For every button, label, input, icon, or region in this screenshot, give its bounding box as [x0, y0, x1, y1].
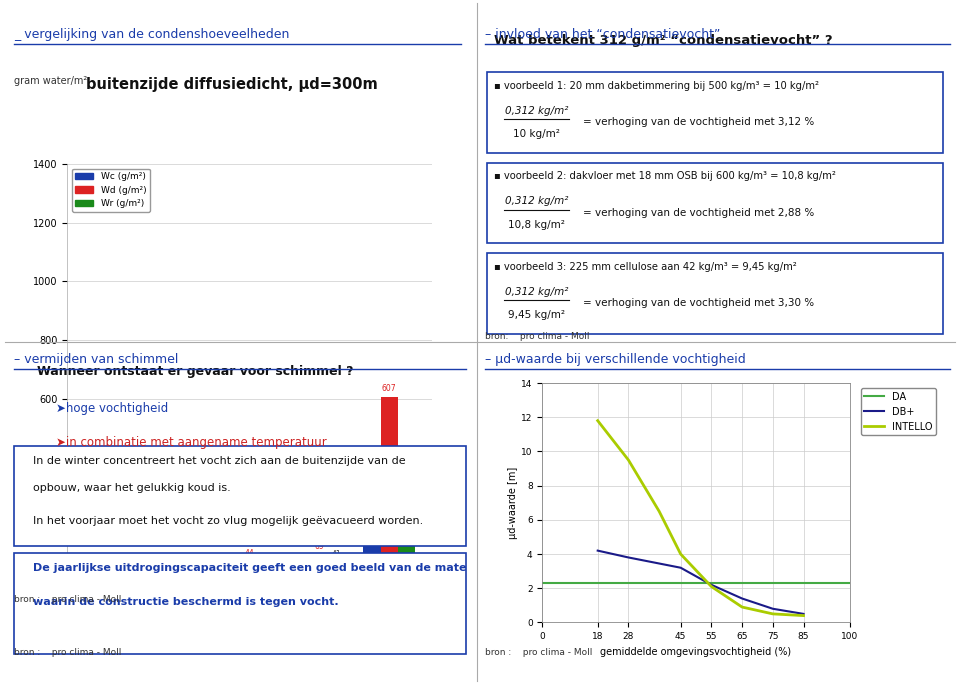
DB+: [736, 594, 748, 603]
Bar: [224, 570, 241, 575]
Text: In het voorjaar moet het vocht zo vlug mogelijk geëvacueerd worden.: In het voorjaar moet het vocht zo vlug m…: [33, 516, 423, 526]
Text: 41: 41: [332, 550, 342, 559]
Bar: [363, 483, 380, 575]
Text: 10: 10: [123, 559, 132, 568]
FancyBboxPatch shape: [487, 73, 944, 153]
Text: 9,45 kg/m²: 9,45 kg/m²: [508, 310, 564, 320]
Text: waarin de constructie beschermd is tegen vocht.: waarin de constructie beschermd is tegen…: [33, 596, 338, 607]
Text: ▪ voorbeeld 2: dakvloer met 18 mm OSB bij 600 kg/m³ = 10,8 kg/m²: ▪ voorbeeld 2: dakvloer met 18 mm OSB bi…: [494, 171, 836, 181]
DB+: [675, 564, 686, 572]
X-axis label: μd-waarde aan de binnenzijde: μd-waarde aan de binnenzijde: [171, 600, 328, 610]
Bar: [293, 566, 311, 575]
INTELLO: [736, 603, 748, 611]
Text: _ vergelijking van de condenshoeveelheden: _ vergelijking van de condenshoeveelhede…: [14, 28, 290, 41]
DA: [844, 579, 855, 587]
Text: 28: 28: [298, 554, 306, 563]
Text: In de winter concentreert het vocht zich aan de buitenzijde van de: In de winter concentreert het vocht zich…: [33, 456, 405, 466]
Bar: [101, 570, 119, 575]
Bar: [398, 488, 416, 575]
DA: [537, 579, 548, 587]
Bar: [171, 567, 188, 575]
Bar: [119, 572, 136, 575]
Text: – invloed van het “condensatievocht”: – invloed van het “condensatievocht”: [485, 28, 720, 41]
Text: 0,312 kg/m²: 0,312 kg/m²: [505, 196, 568, 207]
DB+: [592, 547, 604, 555]
Bar: [380, 397, 398, 575]
Text: 69: 69: [315, 542, 324, 551]
Text: = verhoging van de vochtigheid met 2,88 %: = verhoging van de vochtigheid met 2,88 …: [584, 208, 815, 218]
DB+: [706, 581, 717, 589]
Text: ➤in combinatie met aangename temperatuur: ➤in combinatie met aangename temperatuur: [56, 436, 326, 449]
DA: [592, 579, 604, 587]
Line: INTELLO: INTELLO: [598, 421, 804, 616]
Text: 312: 312: [365, 471, 379, 479]
Text: 44: 44: [245, 549, 254, 558]
DB+: [767, 605, 779, 613]
Text: 3: 3: [90, 561, 95, 570]
Text: De jaarlijkse uitdrogingscapaciteit geeft een goed beeld van de mate: De jaarlijkse uitdrogingscapaciteit geef…: [33, 563, 467, 573]
Text: 8: 8: [160, 560, 165, 568]
Text: 16: 16: [228, 557, 237, 566]
FancyBboxPatch shape: [487, 253, 944, 334]
FancyBboxPatch shape: [14, 446, 466, 547]
Bar: [241, 562, 258, 575]
INTELLO: [798, 611, 809, 620]
Bar: [311, 554, 328, 575]
Legend: DA, DB+, INTELLO: DA, DB+, INTELLO: [860, 388, 936, 436]
Text: gram water/m²: gram water/m²: [14, 75, 87, 86]
Bar: [84, 574, 101, 575]
INTELLO: [654, 508, 665, 516]
Text: 13: 13: [106, 558, 115, 567]
Text: = verhoging van de vochtigheid met 3,12 %: = verhoging van de vochtigheid met 3,12 …: [584, 118, 815, 127]
Text: opbouw, waar het gelukkig koud is.: opbouw, waar het gelukkig koud is.: [33, 483, 230, 492]
Text: – μd-waarde bij verschillende vochtigheid: – μd-waarde bij verschillende vochtighei…: [485, 353, 746, 366]
INTELLO: [592, 417, 604, 425]
Line: DB+: DB+: [598, 551, 804, 614]
Text: ➤hoge vochtigheid: ➤hoge vochtigheid: [56, 402, 168, 415]
FancyBboxPatch shape: [487, 163, 944, 243]
Text: 295: 295: [399, 475, 414, 484]
Bar: [328, 562, 346, 575]
Legend: Wc (g/m²), Wd (g/m²), Wr (g/m²): Wc (g/m²), Wd (g/m²), Wr (g/m²): [72, 169, 150, 212]
DB+: [623, 553, 635, 562]
INTELLO: [767, 610, 779, 618]
Text: bron :    pro clima - Moll: bron : pro clima - Moll: [485, 648, 592, 657]
Text: Wanneer ontstaat er gevaar voor schimmel ?: Wanneer ontstaat er gevaar voor schimmel…: [37, 365, 353, 378]
Text: bron :    pro clima - Moll: bron : pro clima - Moll: [14, 595, 122, 604]
Text: 13: 13: [192, 558, 202, 567]
Text: 607: 607: [382, 384, 396, 393]
Bar: [258, 566, 276, 575]
Text: 0,312 kg/m²: 0,312 kg/m²: [505, 287, 568, 297]
Text: bron:    pro clima - Moll: bron: pro clima - Moll: [485, 332, 589, 341]
Text: ▪ voorbeeld 3: 225 mm cellulose aan 42 kg/m³ = 9,45 kg/m²: ▪ voorbeeld 3: 225 mm cellulose aan 42 k…: [494, 261, 797, 272]
Text: 28: 28: [262, 554, 272, 563]
Text: Wat betekent 312 g/m² “condensatievocht” ?: Wat betekent 312 g/m² “condensatievocht”…: [494, 34, 832, 47]
Text: 10,8 kg/m²: 10,8 kg/m²: [508, 220, 564, 230]
Y-axis label: μd-waarde [m]: μd-waarde [m]: [509, 466, 518, 539]
Text: 10 kg/m²: 10 kg/m²: [513, 129, 560, 139]
Text: – vermijden van schimmel: – vermijden van schimmel: [14, 353, 179, 366]
INTELLO: [623, 456, 635, 464]
Text: 26: 26: [175, 555, 184, 564]
Text: = verhoging van de vochtigheid met 3,30 %: = verhoging van de vochtigheid met 3,30 …: [584, 298, 815, 308]
Text: ▪ voorbeeld 1: 20 mm dakbetimmering bij 500 kg/m³ = 10 kg/m²: ▪ voorbeeld 1: 20 mm dakbetimmering bij …: [494, 81, 819, 90]
Text: bron :    pro clima - Moll: bron : pro clima - Moll: [14, 648, 122, 657]
INTELLO: [706, 583, 717, 591]
FancyBboxPatch shape: [14, 553, 466, 654]
Text: 0,312 kg/m²: 0,312 kg/m²: [505, 106, 568, 116]
Bar: [154, 573, 171, 575]
INTELLO: [675, 550, 686, 558]
DB+: [798, 610, 809, 618]
Bar: [188, 570, 206, 575]
Text: buitenzijde diffusiedicht, μd=300m: buitenzijde diffusiedicht, μd=300m: [86, 77, 378, 92]
X-axis label: gemiddelde omgevingsvochtigheid (%): gemiddelde omgevingsvochtigheid (%): [600, 646, 792, 657]
